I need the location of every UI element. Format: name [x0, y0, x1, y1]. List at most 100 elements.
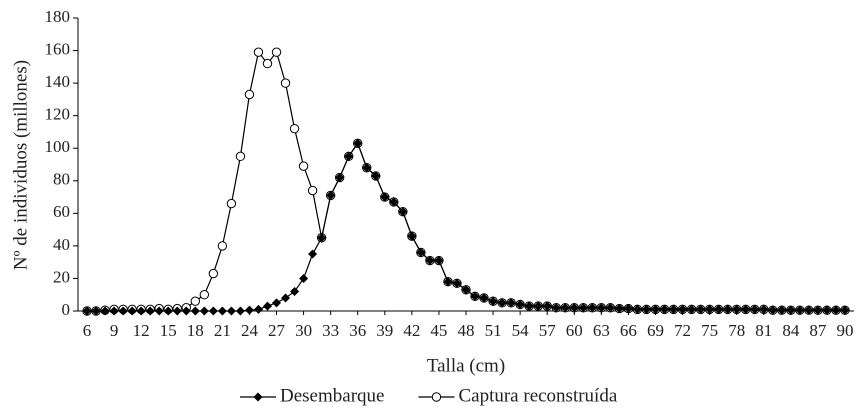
diamond-marker — [380, 192, 390, 202]
diamond-marker — [524, 301, 534, 311]
y-tick-label: 40 — [53, 235, 70, 254]
diamond-marker — [317, 233, 327, 243]
x-tick-label: 12 — [133, 321, 150, 340]
diamond-marker — [272, 298, 282, 308]
diamond-marker — [299, 273, 309, 283]
y-tick-label: 160 — [45, 39, 71, 58]
x-tick-label: 66 — [620, 321, 637, 340]
diamond-marker — [696, 304, 706, 314]
diamond-marker — [208, 306, 218, 316]
diamond-marker — [705, 304, 715, 314]
circle-marker — [199, 290, 210, 300]
y-tick-label: 100 — [45, 137, 71, 156]
diamond-marker — [398, 207, 408, 217]
circle-marker — [235, 151, 246, 162]
legend-label: Desembarque — [280, 385, 384, 406]
diamond-marker — [804, 305, 814, 315]
diamond-marker — [262, 301, 272, 311]
x-tick-label: 69 — [647, 321, 664, 340]
diamond-marker — [750, 304, 760, 314]
x-tick-label: 60 — [566, 321, 583, 340]
diamond-marker — [569, 303, 579, 313]
diamond-marker — [443, 277, 453, 287]
circle-marker — [289, 123, 300, 134]
diamond-marker — [127, 306, 137, 316]
diamond-marker — [687, 304, 697, 314]
diamond-marker — [290, 286, 300, 296]
diamond-marker — [786, 305, 796, 315]
x-tick-label: 75 — [701, 321, 718, 340]
x-tick-label: 90 — [836, 321, 853, 340]
diamond-marker — [632, 304, 642, 314]
diamond-marker — [831, 305, 841, 315]
x-tick-label: 9 — [110, 321, 119, 340]
x-tick-label: 78 — [728, 321, 745, 340]
x-tick-label: 21 — [214, 321, 231, 340]
diamond-marker — [371, 171, 381, 181]
x-tick-label: 57 — [539, 321, 557, 340]
x-tick-label: 72 — [674, 321, 691, 340]
diamond-marker — [145, 306, 155, 316]
diamond-marker — [434, 256, 444, 266]
diamond-marker — [190, 306, 200, 316]
diamond-marker — [344, 151, 354, 161]
diamond-marker — [732, 304, 742, 314]
x-tick-label: 54 — [512, 321, 530, 340]
circle-marker — [253, 47, 264, 57]
diamond-marker — [497, 298, 507, 308]
circle-marker — [190, 296, 201, 306]
diamond-marker — [641, 304, 651, 314]
diamond-marker — [326, 190, 336, 200]
x-tick-label: 6 — [83, 321, 92, 340]
y-tick-label: 140 — [45, 72, 71, 91]
diamond-marker — [199, 306, 209, 316]
circle-marker — [208, 268, 219, 279]
diamond-marker — [506, 298, 516, 308]
diamond-marker — [425, 256, 435, 266]
diamond-marker — [181, 306, 191, 316]
diamond-marker — [244, 305, 254, 315]
circle-marker — [298, 161, 309, 171]
series-line — [87, 50, 845, 312]
diamond-marker — [560, 303, 570, 313]
diamond-marker — [660, 304, 670, 314]
diamond-marker — [82, 306, 92, 316]
diamond-marker — [596, 303, 606, 313]
x-tick-label: 27 — [268, 321, 286, 340]
x-tick-label: 24 — [241, 321, 259, 340]
diamond-marker — [714, 304, 724, 314]
circle-marker — [280, 78, 291, 88]
circle-marker — [271, 47, 282, 57]
diamond-marker — [840, 305, 850, 315]
diamond-marker — [578, 303, 588, 313]
diamond-marker — [768, 305, 778, 315]
diamond-marker — [172, 306, 182, 316]
x-axis-label: Talla (cm) — [427, 355, 505, 376]
diamond-marker — [479, 293, 489, 303]
diamond-marker — [109, 306, 119, 316]
diamond-marker — [452, 278, 462, 288]
circle-marker — [217, 241, 228, 251]
diamond-marker — [281, 293, 291, 303]
y-tick-label: 180 — [45, 7, 71, 26]
diamond-marker — [542, 301, 552, 311]
diamond-marker — [533, 301, 543, 311]
diamond-marker — [154, 306, 164, 316]
legend-marker — [431, 392, 442, 402]
y-tick-label: 0 — [62, 300, 71, 319]
x-tick-label: 81 — [755, 321, 772, 340]
diamond-marker — [587, 303, 597, 313]
diamond-marker — [678, 304, 688, 314]
diamond-marker — [416, 247, 426, 257]
diamond-marker — [741, 304, 751, 314]
y-tick-label: 80 — [53, 170, 70, 189]
circle-marker — [307, 185, 318, 196]
x-tick-label: 48 — [458, 321, 475, 340]
x-tick-label: 33 — [322, 321, 339, 340]
y-tick-label: 120 — [45, 105, 71, 124]
x-tick-label: 84 — [782, 321, 800, 340]
diamond-marker — [136, 306, 146, 316]
x-tick-label: 36 — [349, 321, 366, 340]
legend-marker — [253, 392, 263, 402]
y-axis-label: Nº de individuos (millones) — [10, 60, 31, 270]
